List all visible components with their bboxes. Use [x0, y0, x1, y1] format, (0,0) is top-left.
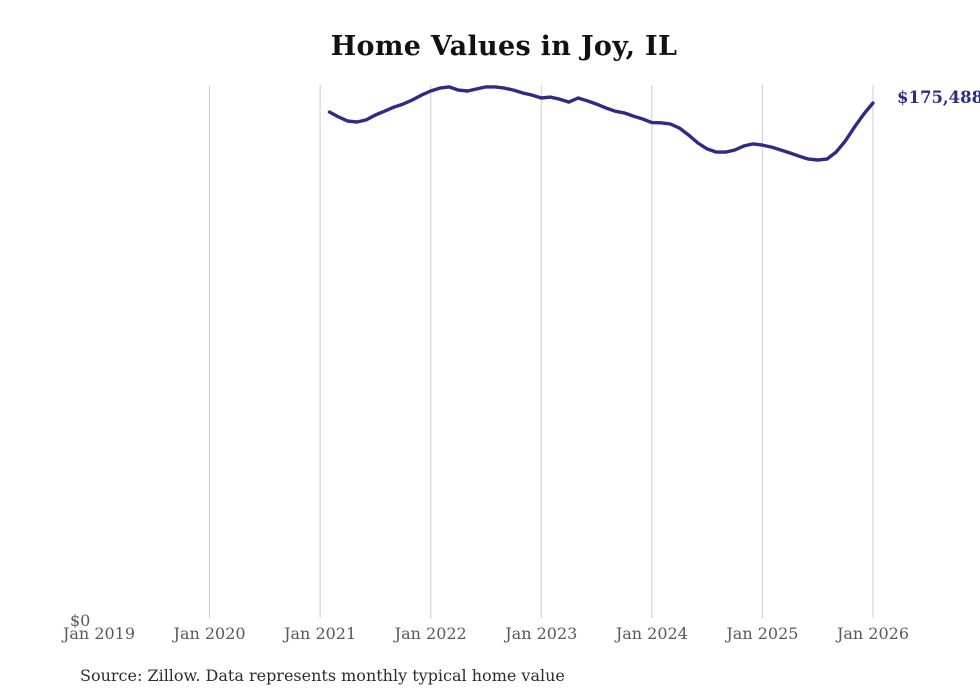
- x-axis-label: Jan 2021: [284, 624, 357, 643]
- x-axis-label: Jan 2025: [726, 624, 799, 643]
- home-value-line: [327, 85, 875, 162]
- latest-value-label: $175,488: [897, 88, 980, 107]
- y-axis-zero-label: $0: [70, 611, 91, 630]
- x-axis-label: Jan 2026: [836, 624, 910, 643]
- source-note: Source: Zillow. Data represents monthly …: [80, 666, 565, 685]
- x-axis-label: Jan 2019: [62, 624, 136, 643]
- x-axis-label: Jan 2023: [505, 624, 578, 643]
- x-axis-label: Jan 2022: [394, 624, 467, 643]
- x-axis-label: Jan 2024: [615, 624, 688, 643]
- x-axis-label: Jan 2020: [173, 624, 246, 643]
- chart-title: Home Values in Joy, IL: [330, 31, 678, 62]
